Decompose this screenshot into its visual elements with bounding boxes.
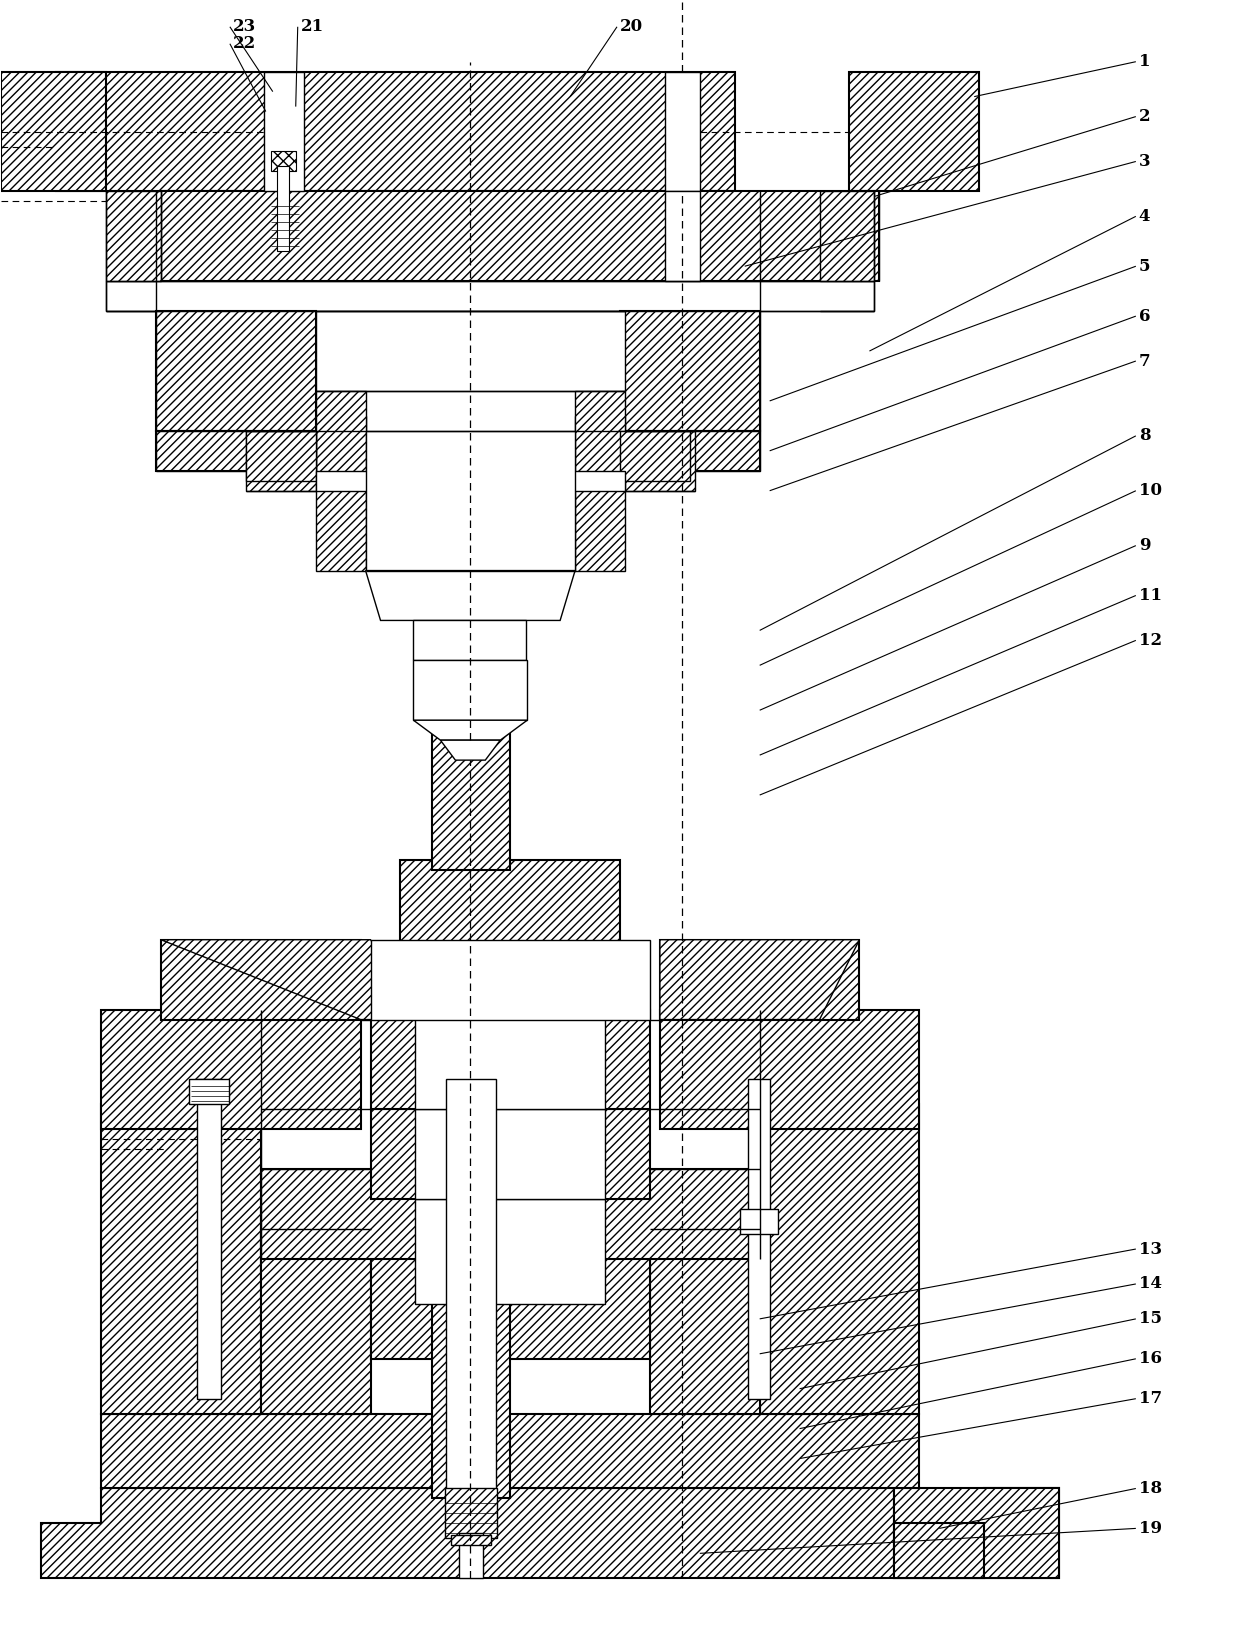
Bar [371, 1198, 650, 1359]
Bar [446, 1079, 496, 1498]
Text: 3: 3 [1138, 154, 1151, 170]
Polygon shape [366, 571, 575, 620]
Text: 10: 10 [1138, 482, 1162, 499]
Bar [264, 72, 304, 191]
Bar [270, 152, 295, 172]
Bar [102, 1104, 260, 1414]
Bar [459, 1534, 484, 1578]
Text: 21: 21 [301, 18, 324, 36]
Bar [665, 191, 699, 281]
Bar [188, 1079, 229, 1104]
Text: 15: 15 [1138, 1310, 1162, 1328]
Bar [277, 167, 289, 252]
Bar [246, 432, 316, 481]
Bar [575, 415, 625, 571]
Text: 4: 4 [1138, 208, 1151, 226]
Bar [316, 471, 625, 490]
Bar [102, 1009, 361, 1130]
Text: 5: 5 [1138, 258, 1151, 275]
Bar [371, 940, 650, 1020]
Text: 1: 1 [1138, 54, 1151, 70]
Bar [401, 860, 620, 950]
Text: 7: 7 [1138, 353, 1151, 370]
Polygon shape [41, 1488, 1059, 1578]
Bar [246, 432, 316, 490]
Bar [197, 1079, 221, 1398]
Polygon shape [440, 741, 500, 760]
Bar [366, 432, 575, 571]
Bar [620, 432, 760, 471]
Bar [849, 72, 980, 191]
Bar [161, 940, 361, 1020]
Bar [445, 1488, 497, 1539]
Text: 14: 14 [1138, 1275, 1162, 1292]
Text: 2: 2 [1138, 108, 1151, 124]
Polygon shape [413, 721, 527, 741]
Bar [316, 415, 366, 571]
Bar [260, 1230, 371, 1414]
Bar [316, 311, 625, 391]
Text: 6: 6 [1138, 307, 1151, 325]
Bar [102, 1414, 919, 1488]
Bar [415, 1009, 605, 1109]
Bar [56, 72, 735, 191]
Bar [371, 1109, 650, 1198]
Bar [760, 1104, 919, 1414]
Bar [107, 281, 874, 311]
Bar [820, 191, 874, 281]
Bar [433, 731, 510, 870]
Text: 19: 19 [1138, 1521, 1162, 1537]
Text: 13: 13 [1138, 1241, 1162, 1257]
Bar [413, 620, 526, 661]
Bar [371, 1009, 650, 1109]
Bar [433, 1079, 510, 1498]
Text: 20: 20 [620, 18, 644, 36]
Bar [451, 1535, 491, 1545]
Bar [620, 311, 760, 432]
Bar [660, 1009, 919, 1130]
Polygon shape [413, 661, 527, 721]
Bar [740, 1210, 777, 1234]
Text: 23: 23 [233, 18, 257, 36]
Bar [660, 940, 859, 1020]
Text: 12: 12 [1138, 631, 1162, 649]
Bar [107, 191, 161, 281]
Bar [156, 311, 316, 432]
Bar [415, 1109, 605, 1198]
Text: 16: 16 [1138, 1351, 1162, 1367]
Text: 11: 11 [1138, 587, 1162, 603]
Bar [575, 391, 625, 432]
Polygon shape [894, 1524, 985, 1578]
Bar [260, 1169, 760, 1259]
Text: 8: 8 [1138, 427, 1151, 445]
Bar [316, 391, 366, 432]
Text: 9: 9 [1138, 538, 1151, 554]
Bar [625, 432, 694, 490]
Bar [748, 1079, 770, 1398]
Bar [894, 1488, 1059, 1578]
Bar [1, 72, 107, 191]
Bar [415, 1198, 605, 1303]
Bar [156, 432, 316, 471]
Bar [665, 72, 699, 191]
Bar [650, 1230, 760, 1414]
Text: 22: 22 [233, 36, 257, 52]
Text: 18: 18 [1138, 1480, 1162, 1498]
Polygon shape [161, 940, 420, 1020]
Text: 17: 17 [1138, 1390, 1162, 1408]
Bar [620, 432, 689, 481]
Polygon shape [660, 940, 859, 1020]
Bar [161, 191, 879, 281]
